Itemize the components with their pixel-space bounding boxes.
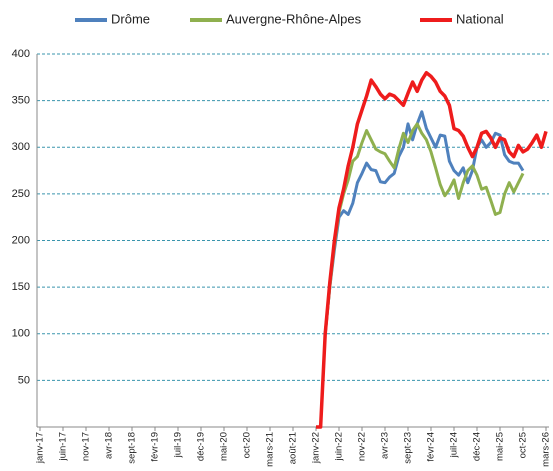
x-tick-label: juil-24 [449, 432, 460, 458]
x-tick-label: mars-21 [265, 432, 276, 467]
x-tick-label: juil-19 [173, 432, 184, 458]
series-line [323, 110, 525, 334]
y-tick-label: 350 [12, 95, 30, 107]
x-tick-label: août-21 [288, 432, 299, 464]
x-tick-label: nov-17 [81, 432, 92, 461]
legend-label: Drôme [111, 11, 150, 26]
series-line [316, 70, 548, 429]
y-tick-label: 250 [12, 188, 30, 200]
legend-label: National [456, 11, 504, 26]
x-tick-label: févr-24 [426, 432, 437, 462]
x-tick-label: mai-25 [495, 432, 506, 461]
y-tick-label: 100 [12, 328, 30, 340]
y-tick-label: 150 [12, 281, 30, 293]
x-tick-label: juin-17 [58, 432, 69, 462]
y-tick-label: 200 [12, 234, 30, 246]
x-tick-label: nov-22 [357, 432, 368, 461]
x-tick-label: déc-24 [472, 432, 483, 461]
x-tick-label: déc-19 [196, 432, 207, 461]
legend-label: Auvergne-Rhône-Alpes [226, 11, 362, 26]
y-tick-label: 400 [12, 48, 30, 60]
x-tick-label: sept-18 [127, 432, 138, 464]
y-tick-label: 300 [12, 141, 30, 153]
x-tick-label: oct-25 [518, 432, 529, 458]
x-tick-label: avr-23 [380, 432, 391, 459]
x-tick-label: avr-18 [104, 432, 115, 459]
x-tick-label: juin-22 [334, 432, 345, 462]
x-tick-label: sept-23 [403, 432, 414, 464]
x-tick-label: oct-20 [242, 432, 253, 458]
x-tick-label: janv-22 [311, 432, 322, 464]
x-tick-label: janv-17 [35, 432, 46, 464]
x-tick-label: mars-26 [541, 432, 552, 467]
x-tick-label: févr-19 [150, 432, 161, 462]
x-tick-label: mai-20 [219, 432, 230, 461]
y-tick-label: 50 [18, 374, 30, 386]
series-line [323, 122, 525, 334]
